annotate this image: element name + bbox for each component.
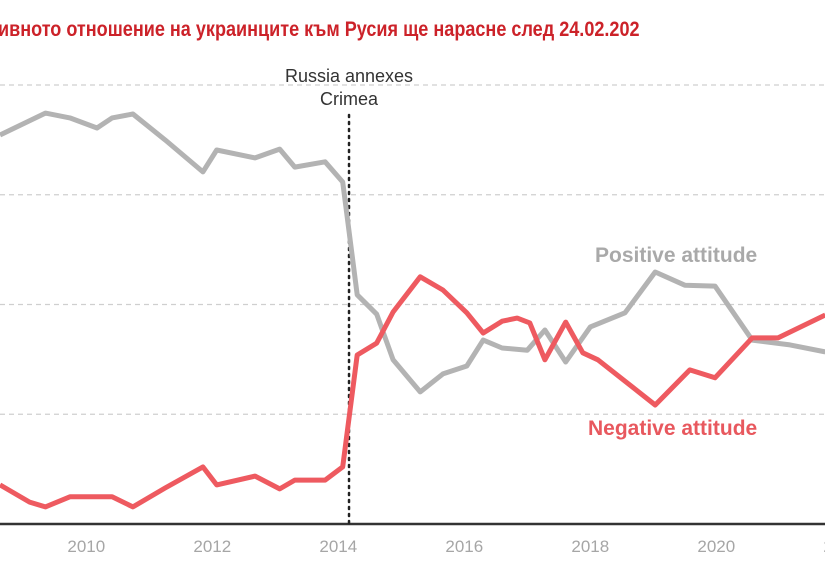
gridlines (0, 84, 825, 415)
annotation-line-2: Crimea (320, 89, 379, 109)
chart-title: ивното отношение на украинците към Русия… (0, 18, 640, 41)
series-line-negative (0, 274, 825, 510)
x-tick-label: 2014 (319, 537, 357, 556)
annotation-line-1: Russia annexes (285, 66, 413, 86)
x-tick-label: 2020 (697, 537, 735, 556)
x-tick-label: 2010 (67, 537, 105, 556)
x-tick-label: 2016 (445, 537, 483, 556)
x-tick-label: 2012 (193, 537, 231, 556)
x-tick-label: 2018 (571, 537, 609, 556)
series-label-negative: Negative attitude (588, 417, 757, 440)
series-label-positive: Positive attitude (595, 244, 757, 267)
